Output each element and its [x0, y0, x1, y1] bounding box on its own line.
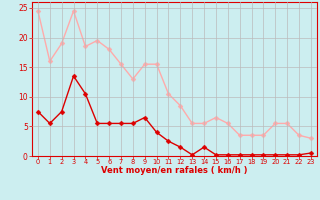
X-axis label: Vent moyen/en rafales ( km/h ): Vent moyen/en rafales ( km/h )	[101, 166, 248, 175]
